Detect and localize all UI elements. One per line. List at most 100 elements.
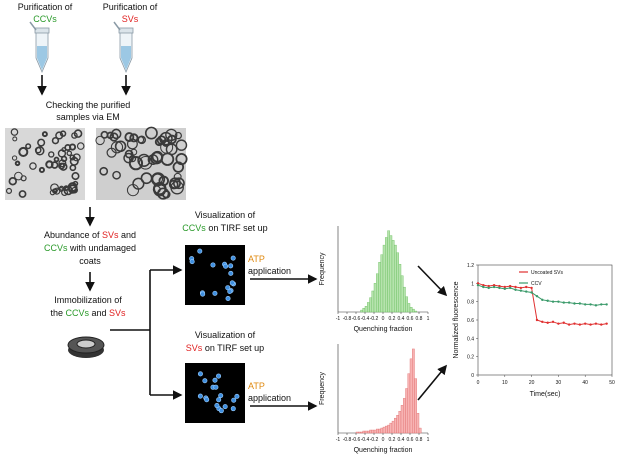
data-point [535, 294, 539, 298]
vesicle [129, 133, 139, 143]
legend-label: CCV [531, 281, 542, 287]
data-point [498, 284, 501, 288]
text-part: SVs [186, 343, 203, 353]
spot [216, 373, 222, 379]
histogram-bar [387, 424, 390, 434]
data-point [589, 323, 592, 326]
x-tick-label: 1 [427, 316, 430, 322]
atp-label: ATP [248, 381, 265, 391]
spot [197, 248, 203, 254]
histogram-bar [414, 378, 417, 434]
vesicle [59, 162, 68, 171]
arrow [417, 364, 448, 401]
spot [225, 296, 231, 302]
dish-icon [67, 336, 105, 358]
data-point [541, 298, 544, 302]
histogram-bar [355, 431, 359, 434]
vesicle [174, 131, 182, 140]
em-image [95, 126, 188, 200]
data-point [530, 291, 533, 294]
spot [189, 259, 195, 265]
vesicle [110, 141, 124, 154]
data-point [589, 303, 592, 306]
text-part: Visualization of [195, 210, 256, 220]
step-label: CCVs on TIRF set up [182, 223, 267, 233]
vesicle [165, 128, 178, 141]
histogram-bar [371, 290, 375, 313]
data-point [519, 289, 523, 292]
vesicle [29, 162, 37, 170]
vesicle [95, 135, 105, 146]
text-part: and [89, 308, 109, 318]
x-tick-label: 0.4 [398, 437, 405, 443]
legend-label: Uncoated SVs [531, 270, 563, 276]
y-tick-label: 1 [471, 281, 474, 287]
step-label: CCVs with undamaged [44, 243, 136, 253]
histogram-bar [371, 429, 375, 434]
text-part: SVs [109, 308, 126, 318]
step-label: Purification of [103, 2, 158, 12]
x-tick-label: -0.2 [370, 437, 379, 443]
spot [229, 280, 235, 286]
text-part: Visualization of [195, 330, 256, 340]
atp-label: ATP [248, 254, 265, 264]
vesicle [109, 132, 119, 142]
text-part: coats [79, 256, 101, 266]
vesicle [99, 166, 109, 176]
vesicle [106, 131, 115, 140]
vesicle [114, 140, 127, 153]
x-tick-label: 0.2 [389, 316, 396, 322]
step-label: SVs [122, 14, 139, 24]
histogram-bar [362, 430, 366, 434]
histogram-bar [409, 358, 413, 434]
x-axis-label: Quenching fraction [354, 447, 413, 454]
histogram-bar [360, 431, 363, 434]
spot [212, 377, 218, 383]
data-point [557, 322, 560, 325]
spot [228, 270, 234, 276]
spot [218, 393, 224, 399]
step-label: samples via EM [56, 112, 120, 122]
histogram-bar [394, 244, 397, 313]
histogram-bar [376, 273, 379, 313]
histogram-bar [382, 426, 386, 434]
spot [230, 406, 236, 412]
vesicle [69, 164, 77, 172]
x-axis-label: Time(sec) [530, 391, 561, 398]
x-tick-label: 1 [427, 437, 430, 443]
data-point [546, 321, 549, 324]
vesicle [68, 143, 77, 151]
vesicle [14, 160, 21, 167]
spot [202, 378, 208, 384]
step-label: Visualization of [195, 210, 256, 220]
x-tick-label: 40 [582, 380, 588, 386]
data-point [578, 323, 582, 326]
spot [216, 397, 222, 403]
step-label: Purification of [18, 2, 73, 12]
histogram-bar [403, 398, 406, 434]
data-point [546, 299, 549, 302]
histogram-bar [378, 262, 381, 313]
data-point [584, 303, 587, 306]
vesicle [18, 146, 29, 157]
x-tick-label: -0.6 [352, 316, 361, 322]
text-part: with undamaged [67, 243, 136, 253]
data-point [600, 323, 603, 326]
vesicle [37, 138, 46, 147]
histogram-bar [364, 306, 368, 313]
data-point [605, 322, 608, 325]
atp-label: application [248, 266, 291, 276]
vesicle [66, 150, 73, 157]
plot-frame [477, 264, 613, 376]
arrow [110, 270, 151, 395]
histogram-bar [360, 309, 363, 313]
histogram-bar [391, 420, 395, 434]
histogram-bar [376, 428, 379, 434]
spot [222, 404, 228, 410]
data-point [594, 304, 598, 307]
histogram-bar [369, 429, 372, 434]
vesicle [58, 187, 64, 192]
spot [227, 288, 233, 294]
vesicle [63, 185, 73, 196]
x-tick-label: 50 [609, 380, 615, 386]
